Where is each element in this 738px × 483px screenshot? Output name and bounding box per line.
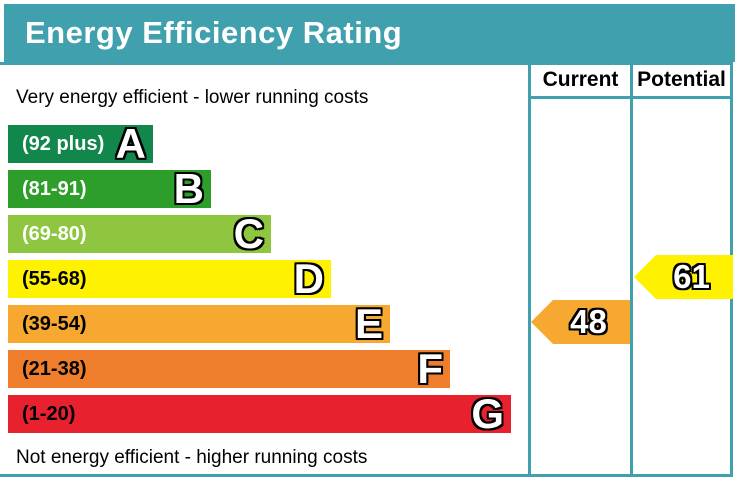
band-row-e: (39-54) E bbox=[8, 300, 520, 347]
band-range-label: (1-20) bbox=[22, 403, 76, 425]
band-grade-letter: E bbox=[354, 300, 383, 347]
caption-not-efficient: Not energy efficient - higher running co… bbox=[16, 447, 368, 468]
rating-table: Very energy efficient - lower running co… bbox=[0, 62, 733, 477]
band-grade-letter: D bbox=[293, 255, 324, 302]
band-range-label: (92 plus) bbox=[22, 133, 105, 155]
band-range-label: (21-38) bbox=[22, 358, 87, 380]
band-row-f: (21-38) F bbox=[8, 345, 520, 392]
band-row-d: (55-68) D bbox=[8, 255, 520, 302]
caption-very-efficient: Very energy efficient - lower running co… bbox=[16, 87, 369, 108]
band-bar: (81-91) B bbox=[8, 165, 211, 212]
band-bar: (69-80) C bbox=[8, 210, 271, 257]
band-grade-letter: A bbox=[115, 120, 146, 167]
band-bar: (92 plus) A bbox=[8, 120, 153, 167]
band-range-label: (39-54) bbox=[22, 313, 87, 335]
band-grade-letter: B bbox=[173, 165, 204, 212]
band-bars: (92 plus) A (81-91) B (69-80) C (55-68) … bbox=[8, 120, 520, 440]
current-rating-value: 48 bbox=[570, 303, 607, 340]
band-bar: (39-54) E bbox=[8, 300, 390, 347]
band-row-b: (81-91) B bbox=[8, 165, 520, 212]
potential-column-header: Potential bbox=[637, 68, 726, 91]
current-column-header: Current bbox=[542, 68, 619, 91]
band-range-label: (69-80) bbox=[22, 223, 87, 245]
band-bar: (1-20) G bbox=[8, 390, 511, 437]
band-grade-letter: F bbox=[417, 345, 443, 392]
band-grade-letter: C bbox=[233, 210, 264, 257]
potential-rating-value: 61 bbox=[673, 258, 710, 295]
potential-rating-arrow: 61 bbox=[634, 255, 733, 299]
band-row-a: (92 plus) A bbox=[8, 120, 520, 167]
band-row-c: (69-80) C bbox=[8, 210, 520, 257]
band-range-label: (55-68) bbox=[22, 268, 87, 290]
band-row-g: (1-20) G bbox=[8, 390, 520, 437]
current-rating-arrow: 48 bbox=[531, 300, 630, 344]
current-column-left-border bbox=[528, 65, 531, 474]
chart-title: Energy Efficiency Rating bbox=[4, 4, 735, 62]
band-grade-letter: G bbox=[471, 390, 504, 437]
band-range-label: (81-91) bbox=[22, 178, 87, 200]
header-underline bbox=[528, 96, 730, 99]
band-bar: (21-38) F bbox=[8, 345, 450, 392]
column-divider-border bbox=[630, 65, 633, 474]
band-bar: (55-68) D bbox=[8, 255, 331, 302]
